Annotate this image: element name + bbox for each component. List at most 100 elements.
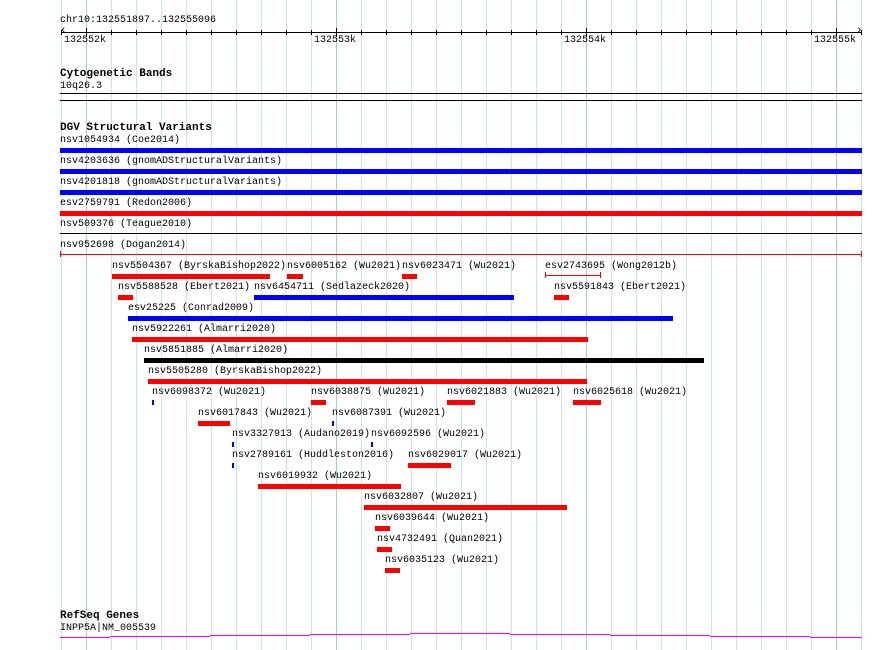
variant-bar[interactable] [60,254,862,255]
variant-bar[interactable] [132,337,588,342]
variant-bar[interactable] [152,400,154,405]
variant-bar[interactable] [371,442,373,447]
variant-label: nsv6019932 (Wu2021) [258,471,373,482]
variant-label: nsv5851885 (Almarri2020) [144,345,289,356]
variant-label: nsv3327913 (Audano2019) [232,429,371,440]
ruler-tick [61,30,62,35]
tick-label: 132552k [64,35,107,46]
variant-bar[interactable] [232,463,234,468]
variant-bar[interactable] [112,274,270,279]
variant-label: nsv6039644 (Wu2021) [375,513,490,524]
variant-end-cap [861,251,862,257]
gene-segment [510,634,610,635]
ruler-left-arrow-icon: ‹ [60,25,67,37]
variant-bar[interactable] [144,358,704,363]
variant-label: nsv6087391 (Wu2021) [332,408,447,419]
gene-segment [310,634,410,635]
variant-label: nsv2789161 (Huddleston2016) [232,450,395,461]
variant-bar[interactable] [377,547,392,552]
variant-bar[interactable] [254,295,514,300]
grid-line [711,0,712,650]
grid-line [511,0,512,650]
grid-line [811,0,812,650]
ruler-tick [636,30,637,35]
grid-line [586,0,587,650]
variant-end-cap [545,272,546,278]
variant-label: nsv5505280 (ByrskaBishop2022) [148,366,323,377]
variant-bar[interactable] [60,190,862,195]
ruler-tick [661,30,662,35]
variant-bar[interactable] [258,484,401,489]
variant-bar[interactable] [232,442,234,447]
grid-line [686,0,687,650]
ruler-tick [811,30,812,35]
gene-segment [60,637,110,638]
variant-bar[interactable] [332,421,334,426]
ruler-tick [386,30,387,35]
variant-bar[interactable] [60,148,862,153]
ruler-tick [736,30,737,35]
ruler-tick [336,28,337,37]
ruler-tick [761,30,762,35]
variant-label: esv2759791 (Redon2006) [60,198,193,209]
ruler-tick [86,28,87,37]
variant-bar[interactable] [402,274,417,279]
variant-bar[interactable] [311,400,326,405]
variant-end-cap [60,251,61,257]
cytoband-label: 10q26.3 [60,81,103,92]
variant-label: nsv5922261 (Almarri2020) [132,324,277,335]
grid-line [361,0,362,650]
variant-bar[interactable] [287,274,303,279]
cytoband-bar[interactable] [60,100,862,101]
grid-line [486,0,487,650]
variant-label: nsv6035123 (Wu2021) [385,555,500,566]
variant-bar[interactable] [364,505,567,510]
gene-label: INPP5A|NM_005539 [60,623,157,634]
variant-bar[interactable] [375,526,390,531]
gene-segment [610,635,710,636]
variant-label: nsv1054934 (Coe2014) [60,135,181,146]
grid-line [111,0,112,650]
variant-bar[interactable] [128,316,673,321]
variant-bar[interactable] [447,400,475,405]
ruler-tick [261,30,262,35]
variant-bar[interactable] [385,568,400,573]
variant-bar[interactable] [148,379,587,384]
grid-line [736,0,737,650]
grid-line [286,0,287,650]
ruler-tick [711,30,712,35]
grid-line [311,0,312,650]
ruler-tick [586,28,587,37]
ruler-tick [311,30,312,35]
variant-label: esv2743695 (Wong2012b) [545,261,678,272]
ruler-tick [686,30,687,35]
variant-bar[interactable] [60,211,862,216]
grid-line [161,0,162,650]
grid-line [86,0,87,650]
variant-bar[interactable] [60,233,862,234]
variant-label: nsv4201818 (gnomADStructuralVariants) [60,177,283,188]
ruler-tick [786,30,787,35]
cytoband-bar[interactable] [60,93,862,94]
variant-bar[interactable] [118,295,133,300]
variant-label: nsv6038875 (Wu2021) [311,387,426,398]
grid-line [411,0,412,650]
refseq-track-title: RefSeq Genes [60,610,140,622]
variant-label: nsv6017843 (Wu2021) [198,408,313,419]
variant-bar[interactable] [545,275,601,276]
variant-label: nsv6025618 (Wu2021) [573,387,688,398]
variant-bar[interactable] [573,400,601,405]
grid-line [761,0,762,650]
ruler-tick [161,30,162,35]
variant-bar[interactable] [198,421,230,426]
variant-bar[interactable] [408,463,451,468]
grid-line [336,0,337,650]
variant-label: nsv5504367 (ByrskaBishop2022) [112,261,287,272]
ruler-tick [186,30,187,35]
variant-bar[interactable] [60,169,862,174]
variant-label: nsv6021883 (Wu2021) [447,387,562,398]
ruler-tick [611,30,612,35]
variant-label: nsv6029017 (Wu2021) [408,450,523,461]
ruler-tick [461,30,462,35]
variant-bar[interactable] [554,295,569,300]
